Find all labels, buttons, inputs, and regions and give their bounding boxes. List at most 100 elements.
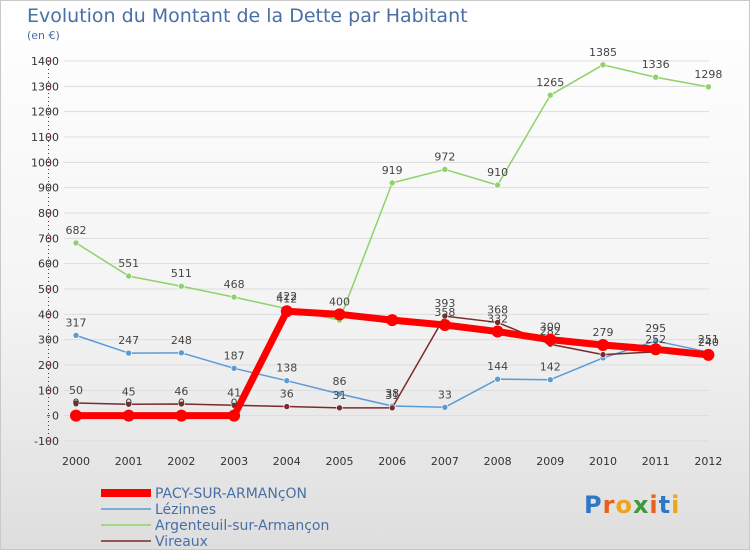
data-label: 0	[125, 397, 132, 410]
x-tick-label: 2008	[484, 455, 512, 468]
data-point	[178, 349, 185, 357]
data-label: 551	[118, 257, 139, 270]
data-label: 240	[698, 336, 719, 349]
data-label: 138	[276, 362, 297, 375]
data-label: 393	[434, 297, 455, 310]
x-tick-label: 2001	[115, 455, 143, 468]
x-tick-label: 2010	[589, 455, 617, 468]
data-label: 1385	[589, 46, 617, 59]
data-point	[72, 399, 80, 407]
data-point	[652, 73, 660, 81]
data-point	[597, 338, 609, 351]
data-point	[125, 349, 132, 357]
legend-label: Vireaux	[155, 534, 208, 549]
data-label: 368	[487, 303, 508, 316]
series-argenteuil-sur-arman-on: 682 551 511 468 422 919 972 910 1265 1385 1336 1298	[66, 46, 722, 324]
series-vireaux: 50 45 46 41 36 31 31 393 368 282 252	[69, 297, 712, 412]
data-label: 468	[224, 278, 245, 291]
data-point	[438, 318, 451, 331]
data-label: 682	[66, 224, 87, 237]
data-point	[178, 282, 185, 290]
legend-label: PACY-SUR-ARMANçON	[155, 486, 307, 502]
data-label: 36	[280, 388, 294, 401]
data-label: 1265	[536, 76, 564, 89]
logo-letter: i	[649, 491, 659, 519]
data-label: 295	[645, 322, 666, 335]
data-point	[333, 308, 346, 321]
data-point	[649, 343, 662, 356]
proxiti-logo: Proxiti	[584, 491, 680, 519]
x-tick-label: 2012	[694, 455, 722, 468]
data-point	[599, 61, 607, 69]
chart-title: Evolution du Montant de la Dette par Hab…	[27, 5, 468, 27]
data-label: 252	[645, 333, 666, 346]
logo-letter: i	[671, 491, 681, 519]
data-label: 972	[434, 150, 455, 163]
data-label: 45	[122, 385, 136, 398]
data-label: 317	[66, 316, 87, 329]
data-point	[125, 272, 132, 280]
data-label: 412	[276, 292, 297, 305]
data-point	[336, 390, 343, 398]
legend: PACY-SUR-ARMANçONLézinnesArgenteuil-sur-…	[101, 486, 329, 549]
data-point	[388, 179, 396, 187]
x-tick-label: 2005	[326, 455, 354, 468]
logo-letter: P	[584, 491, 603, 519]
legend-label: Lézinnes	[155, 502, 216, 518]
data-point	[388, 404, 396, 412]
data-point	[546, 376, 554, 383]
data-point	[230, 293, 238, 301]
data-label: 300	[540, 321, 561, 334]
x-tick-label: 2007	[431, 455, 459, 468]
data-label: 1336	[642, 58, 670, 71]
data-label: 50	[69, 384, 83, 397]
data-point	[175, 409, 188, 422]
x-tick-label: 2000	[62, 455, 90, 468]
data-point	[122, 409, 135, 422]
data-label: 31	[385, 389, 399, 402]
data-point	[544, 333, 557, 346]
data-point	[336, 404, 343, 412]
data-point	[280, 305, 293, 318]
data-label: 86	[333, 375, 347, 388]
x-tick-label: 2004	[273, 455, 301, 468]
y-tick-label: -100	[34, 435, 59, 448]
data-point	[705, 83, 712, 91]
data-label: 247	[118, 334, 139, 347]
y-unit-label: (en €)	[27, 29, 60, 42]
data-point	[386, 314, 399, 327]
x-tick-label: 2011	[642, 455, 670, 468]
data-label: 279	[593, 326, 614, 339]
data-label: 282	[540, 325, 561, 338]
x-tick-label: 2006	[378, 455, 406, 468]
data-label: 1298	[694, 68, 722, 81]
x-axis: 2000 2001 2002 2003 2004 2005 2006 2007 2008 2009…	[62, 455, 722, 468]
data-label: 422	[276, 290, 297, 303]
data-label: 0	[73, 397, 80, 410]
data-point	[228, 409, 241, 422]
y-tick-label: 1100	[31, 131, 59, 144]
data-label: 358	[434, 306, 455, 319]
data-label: 38	[385, 387, 399, 400]
data-point	[178, 400, 185, 408]
data-label: 400	[329, 295, 350, 308]
data-point	[441, 404, 449, 411]
data-point	[494, 375, 501, 383]
data-point	[494, 181, 501, 189]
data-label: 248	[171, 334, 192, 347]
logo-letter: r	[602, 491, 616, 519]
data-point	[491, 325, 504, 338]
y-tick-label: 1400	[31, 55, 59, 68]
data-point	[125, 400, 132, 408]
data-point	[283, 403, 291, 410]
data-label: 41	[227, 386, 241, 399]
series-pacy-sur-arman-on: 0 0 0 0 412 400 358 332 300 279 240	[70, 292, 719, 422]
data-point	[599, 351, 607, 358]
data-label: 187	[224, 349, 245, 362]
data-label: 251	[698, 333, 719, 346]
y-tick-label: 1300	[31, 80, 59, 93]
data-point	[72, 332, 80, 339]
logo-letter: x	[632, 491, 650, 519]
y-tick-label: 1200	[31, 106, 59, 119]
